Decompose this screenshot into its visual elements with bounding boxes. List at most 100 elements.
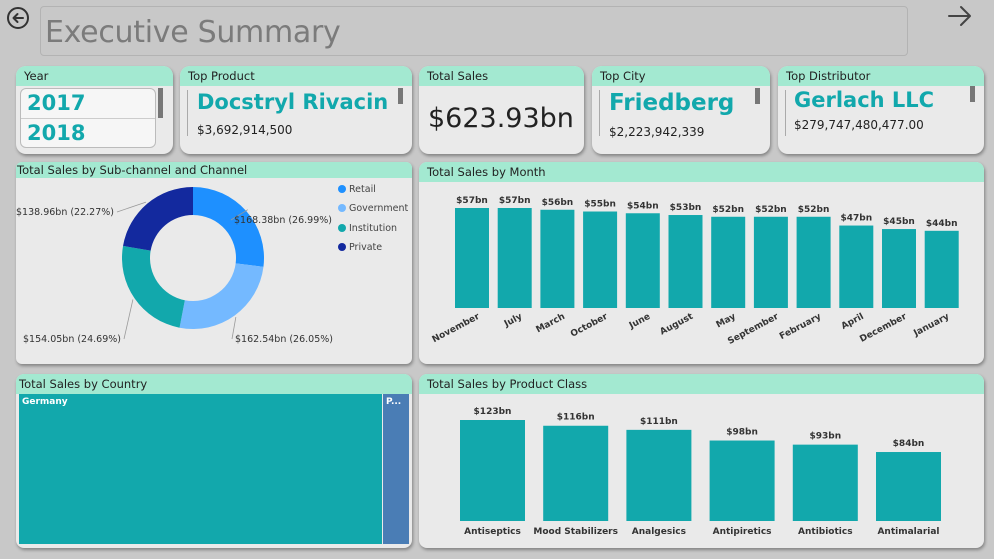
month-bar-label: $57bn: [456, 196, 488, 206]
divider: [21, 118, 155, 119]
product-class-bar-label: $123bn: [474, 407, 512, 417]
donut-slice-retail[interactable]: [193, 187, 264, 267]
legend-dot: [338, 243, 346, 251]
forward-arrow-icon[interactable]: [946, 4, 974, 28]
month-bar[interactable]: [711, 216, 746, 308]
total-sales-value: $623.93bn: [428, 103, 574, 134]
month-tick-label: May: [715, 312, 738, 331]
treemap-tile-label: P...: [386, 397, 402, 407]
treemap-tile-label: Germany: [22, 397, 68, 407]
card-scrollbar[interactable]: [398, 88, 403, 104]
page-title-box: Executive Summary: [40, 6, 908, 56]
legend-dot: [338, 204, 346, 212]
top-distributor-card: Top Distributor Gerlach LLC $279,747,480…: [778, 66, 984, 154]
page-title: Executive Summary: [45, 15, 341, 50]
top-product-label: Top Product: [180, 66, 412, 86]
legend-label: Government: [349, 203, 409, 214]
top-city-value: $2,223,942,339: [609, 125, 705, 139]
month-tick-label: June: [627, 312, 652, 332]
treemap-tile-0[interactable]: Germany: [19, 394, 383, 544]
product-class-bar-label: $93bn: [809, 432, 841, 442]
product-class-bar[interactable]: [876, 452, 941, 521]
product-class-tick-label: Antiseptics: [464, 527, 521, 537]
treemap-tile-1[interactable]: P...: [383, 394, 410, 544]
country-chart-title: Total Sales by Country: [16, 374, 412, 394]
month-bar-label: $55bn: [584, 200, 616, 210]
month-bar[interactable]: [668, 215, 703, 308]
donut-data-label: $162.54bn (26.05%): [235, 334, 333, 345]
legend-label: Institution: [349, 223, 398, 234]
legend-private[interactable]: Private: [338, 242, 382, 253]
month-bar-label: $44bn: [926, 219, 958, 229]
month-chart-title: Total Sales by Month: [419, 162, 984, 182]
legend-retail[interactable]: Retail: [338, 184, 376, 195]
product-class-bar[interactable]: [460, 420, 525, 521]
month-bar-label: $45bn: [883, 217, 915, 227]
month-bar-label: $52bn: [755, 205, 787, 215]
donut-data-label: $138.96bn (22.27%): [16, 207, 114, 218]
slicer-scrollbar[interactable]: [158, 88, 163, 118]
month-tick-label: January: [911, 312, 951, 339]
legend-label: Private: [349, 242, 383, 253]
month-bar[interactable]: [796, 216, 831, 308]
month-bar[interactable]: [753, 216, 788, 308]
card-scrollbar[interactable]: [970, 86, 975, 102]
donut-data-label: $168.38bn (26.99%): [234, 215, 332, 226]
product-class-tick-label: Analgesics: [632, 527, 686, 537]
legend-label: Retail: [349, 184, 376, 195]
leader-line: [231, 317, 237, 340]
month-bar-label: $47bn: [840, 214, 872, 224]
product-class-tick-label: Antibiotics: [798, 527, 853, 537]
divider: [187, 90, 188, 136]
top-city-card: Top City Friedberg $2,223,942,339: [592, 66, 770, 154]
card-scrollbar[interactable]: [755, 88, 760, 104]
product-class-bar-label: $98bn: [726, 428, 758, 438]
donut-data-label: $154.05bn (24.69%): [23, 334, 121, 345]
year-slicer-label: Year: [16, 66, 173, 86]
month-bar[interactable]: [924, 230, 959, 308]
subchannel-chart-card: Total Sales by Sub-channel and Channel $…: [16, 162, 412, 364]
month-tick-label: October: [569, 312, 610, 340]
product-class-bar-chart: $123bn Antiseptics $116bn Mood Stabilizers $…: [460, 407, 941, 537]
leader-line: [123, 299, 134, 340]
donut-slice-institution[interactable]: [122, 245, 185, 328]
month-bar[interactable]: [540, 209, 575, 308]
product-class-bar-label: $111bn: [640, 417, 678, 427]
month-bar[interactable]: [625, 213, 660, 308]
product-class-bar[interactable]: [709, 440, 775, 521]
year-option-2018[interactable]: 2018: [27, 121, 86, 145]
legend-dot: [338, 224, 346, 232]
month-bar[interactable]: [839, 225, 874, 308]
top-city-label: Top City: [592, 66, 770, 86]
leader-line: [230, 209, 248, 221]
top-city-name: Friedberg: [609, 90, 735, 116]
legend-government[interactable]: Government: [338, 203, 408, 214]
back-arrow-circle-icon[interactable]: [6, 6, 30, 30]
top-distributor-value: $279,747,480,477.00: [794, 118, 924, 132]
donut-slice-government[interactable]: [179, 263, 264, 329]
month-bar-label: $56bn: [542, 198, 574, 208]
product-class-tick-label: Antipiretics: [713, 527, 772, 537]
product-class-chart-card: Total Sales by Product Class $123bn Antis…: [419, 374, 984, 548]
total-sales-card: Total Sales $623.93bn: [419, 66, 584, 154]
legend-institution[interactable]: Institution: [338, 223, 397, 234]
month-tick-label: April: [840, 312, 866, 332]
total-sales-label: Total Sales: [419, 66, 584, 86]
month-bar[interactable]: [497, 208, 532, 308]
product-class-bar-label: $116bn: [557, 413, 595, 423]
month-bar[interactable]: [583, 211, 618, 308]
month-bar[interactable]: [455, 208, 489, 308]
product-class-chart-title: Total Sales by Product Class: [419, 374, 984, 394]
month-bar[interactable]: [882, 229, 916, 308]
month-tick-label: July: [502, 312, 524, 330]
top-product-value: $3,692,914,500: [197, 123, 293, 137]
divider: [785, 90, 786, 136]
year-option-2017[interactable]: 2017: [27, 91, 86, 115]
product-class-bar-label: $84bn: [893, 439, 925, 449]
product-class-bar[interactable]: [626, 429, 692, 521]
product-class-bar[interactable]: [543, 425, 609, 521]
donut-slice-private[interactable]: [123, 187, 193, 251]
product-class-bar[interactable]: [792, 444, 858, 521]
year-slicer-list: 2017 2018: [20, 88, 156, 148]
country-treemap: Germany P...: [19, 394, 410, 544]
